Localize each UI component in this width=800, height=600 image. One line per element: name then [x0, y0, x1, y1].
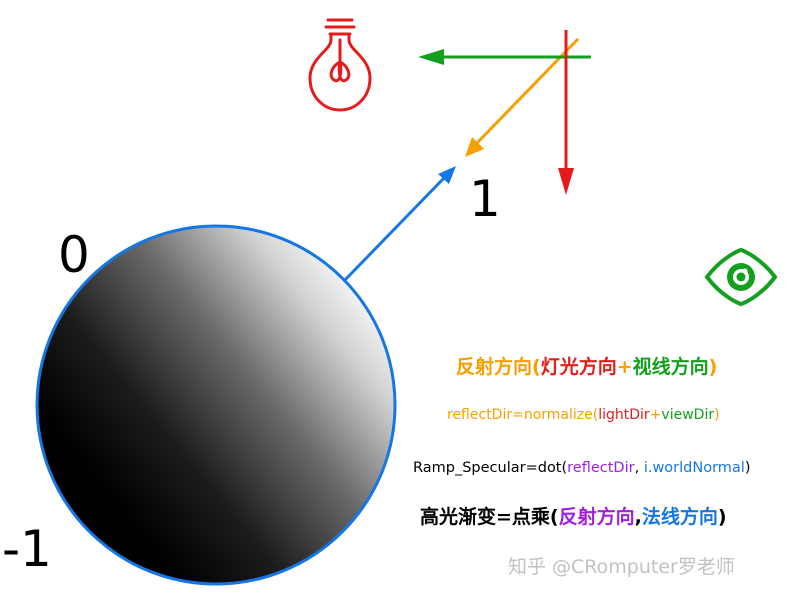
- label-one: 1: [469, 170, 501, 228]
- formula-ramp-close: ): [745, 460, 751, 476]
- formula-code-reflect-part: reflectDir=normalize(: [447, 407, 598, 423]
- formula-cn2-comma: ,: [635, 506, 642, 528]
- label-zero: 0: [58, 226, 90, 284]
- formula-cn-close: ): [709, 356, 718, 378]
- watermark: 知乎 @CRomputer罗老师: [508, 556, 735, 578]
- formula-ramp-normal: i.worldNormal: [644, 460, 745, 476]
- formula-cn-view-part: 视线方向: [633, 355, 709, 378]
- formula-ramp-comma: ,: [635, 460, 644, 476]
- formula-code-light-part: lightDir: [598, 407, 650, 423]
- label-minus-one: -1: [2, 520, 52, 578]
- formula-ramp-prefix: Ramp_Specular=dot(: [413, 460, 567, 476]
- formula-code-view-part: viewDir: [661, 407, 714, 423]
- formula-cn-light-part: 灯光方向: [541, 355, 617, 378]
- formula-ramp-reflect: reflectDir: [567, 460, 634, 476]
- formula-code-plus: +: [650, 407, 662, 423]
- formula-cn2-normal: 法线方向: [642, 505, 718, 528]
- formula-cn2-reflect: 反射方向: [559, 505, 635, 528]
- eye-icon: [704, 247, 778, 307]
- formula-code-close: ): [714, 407, 719, 423]
- formula-cn-reflect-part: 反射方向(: [456, 355, 541, 378]
- formula-ramp: Ramp_Specular=dot(reflectDir, i.worldNor…: [413, 460, 751, 476]
- formula-cn2-close: ): [718, 506, 727, 528]
- normal-arrow: [342, 166, 456, 283]
- formula-code-reflect: reflectDir=normalize(lightDir+viewDir): [447, 407, 720, 423]
- light-dir-arrow: [558, 30, 574, 195]
- formula-cn-reflect: 反射方向(灯光方向+视线方向): [456, 355, 717, 378]
- formula-cn-plus: +: [617, 356, 633, 378]
- formula-cn-ramp: 高光渐变=点乘(反射方向,法线方向): [420, 505, 727, 528]
- sphere: [35, 224, 397, 586]
- formula-cn2-prefix: 高光渐变=点乘(: [420, 505, 559, 528]
- lightbulb-icon: [308, 18, 372, 112]
